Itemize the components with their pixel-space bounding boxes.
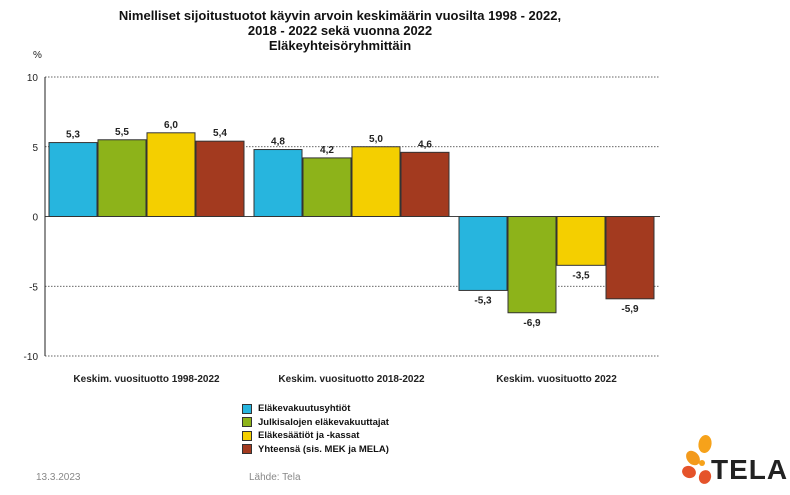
bar — [507, 216, 557, 314]
legend-item: Julkisalojen eläkevakuuttajat — [242, 416, 389, 429]
y-tick-label: -5 — [29, 282, 38, 293]
legend-swatch — [242, 444, 252, 454]
chart-title-line-3: Eläkeyhteisöryhmittäin — [268, 38, 412, 53]
data-label: 5,3 — [66, 130, 80, 141]
bar — [195, 140, 245, 217]
y-tick-label: 0 — [32, 213, 38, 224]
data-label: -5,3 — [474, 295, 492, 306]
legend-label: Yhteensä (sis. MEK ja MELA) — [258, 443, 389, 455]
data-label: 5,5 — [115, 127, 129, 138]
x-category-label: Keskim. vuosituotto 2022 — [496, 374, 617, 385]
y-tick-label: 10 — [27, 73, 39, 84]
bar — [605, 216, 655, 300]
legend-swatch — [242, 403, 252, 414]
data-label: 5,0 — [369, 134, 383, 145]
bar — [97, 139, 147, 217]
data-label: 5,4 — [213, 128, 227, 139]
y-axis-label: % — [33, 50, 42, 61]
footer-date: 13.3.2023 — [36, 472, 81, 483]
bar — [253, 149, 303, 217]
bar-chart: % 10 5 0 -5 -10 5,3 5,5 6,0 5,4 Keskim. vuosituott… — [24, 50, 660, 385]
bar — [400, 151, 450, 217]
bar — [458, 216, 508, 291]
y-tick-label: -10 — [24, 352, 39, 363]
chart-legend: Eläkevakuutusyhtiöt Julkisalojen eläkeva… — [242, 402, 389, 456]
x-category-label: Keskim. vuosituotto 2018-2022 — [278, 374, 425, 385]
legend-label: Eläkesäätiöt ja -kassat — [258, 430, 360, 441]
footer-source: Lähde: Tela — [249, 472, 301, 483]
data-label: -3,5 — [572, 270, 590, 281]
chart-title: Nimelliset sijoitustuotot käyvin arvoin … — [0, 8, 680, 53]
bar — [556, 216, 606, 266]
data-label: 4,8 — [271, 137, 285, 148]
legend-swatch — [242, 430, 252, 441]
legend-label: Eläkevakuutusyhtiöt — [258, 403, 351, 414]
data-label: -6,9 — [523, 318, 541, 329]
tela-flower-logo-icon — [682, 435, 712, 484]
legend-swatch — [242, 417, 252, 427]
data-label: 6,0 — [164, 120, 178, 131]
chart-title-line-1: Nimelliset sijoitustuotot käyvin arvoin … — [118, 8, 562, 23]
legend-item: Eläkevakuutusyhtiöt — [242, 402, 389, 415]
data-label: -5,9 — [621, 304, 639, 315]
y-tick-label: 5 — [32, 143, 38, 154]
legend-item: Yhteensä (sis. MEK ja MELA) — [242, 443, 389, 456]
bar — [351, 146, 401, 217]
data-label: 4,2 — [320, 145, 334, 156]
data-label: 4,6 — [418, 139, 432, 150]
legend-label: Julkisalojen eläkevakuuttajat — [258, 416, 389, 428]
bar — [146, 132, 196, 217]
chart-title-line-2: 2018 - 2022 sekä vuonna 2022 — [247, 23, 433, 38]
logo-text: TELA — [711, 454, 789, 485]
bar — [48, 142, 98, 217]
bar — [302, 157, 352, 218]
legend-item: Eläkesäätiöt ja -kassat — [242, 429, 389, 442]
x-category-label: Keskim. vuosituotto 1998-2022 — [73, 374, 220, 385]
